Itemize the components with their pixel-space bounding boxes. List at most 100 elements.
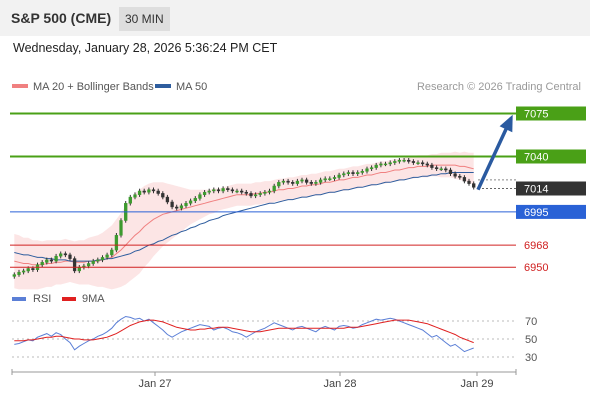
level-label: 6995 [524,207,548,219]
candle-body [165,196,170,203]
candle [54,253,58,264]
candle-body [17,271,21,275]
candle-body [105,254,109,258]
candle [472,181,476,190]
level-tag [516,204,586,219]
candle [374,162,378,170]
candle [230,187,235,194]
candle [295,178,300,186]
candle-body [416,162,420,164]
candle [272,183,276,194]
candle-body [68,254,72,259]
candle-body [161,193,165,198]
candle [72,256,77,274]
candle-body [156,190,160,194]
x-tick-label: Jan 29 [460,378,493,390]
x-axis: Jan 27 Jan 28 Jan 29 [11,369,517,390]
level-6950: 6950 [10,262,548,274]
candle-body [360,171,364,173]
level-7040: 7040 [10,149,586,164]
candle [434,165,439,171]
candle [346,170,351,176]
candle-body [346,172,351,174]
level-tag [516,149,586,164]
candle-body [332,177,337,179]
candle [212,187,216,194]
candle-body [91,260,95,264]
candle-body [221,188,225,192]
candle [244,190,248,196]
header-bar [0,0,590,36]
candle-body [430,164,434,168]
candle [365,166,369,174]
candle [309,180,313,186]
candle [397,158,402,164]
candle-body [207,190,211,193]
candle [133,192,137,200]
candle [332,175,337,181]
candle-body [202,191,207,195]
level-7014: 7014 [478,179,586,196]
candle [68,252,72,261]
candle [388,160,392,167]
candle-body [175,206,179,209]
candle [263,190,267,196]
candle [249,191,253,199]
candle-body [267,190,272,193]
candle [453,171,457,179]
candle [277,180,281,189]
candle-body [86,263,91,267]
candle-body [318,179,323,183]
candle-body [77,266,81,272]
candle [119,218,123,238]
rsi-tick-label: 30 [525,352,537,364]
candle-body [402,159,406,162]
candle-body [188,200,193,204]
credit-label: Research © 2026 Trading Central [417,81,581,93]
candle-body [230,189,235,192]
candle-body [277,182,281,187]
candle-body [128,196,132,204]
candle-body [263,191,267,194]
price-panel [12,151,476,290]
candle-body [226,188,230,190]
candle [59,251,63,259]
candle [226,186,230,192]
ma9-legend-label: 9MA [82,293,105,305]
candle [12,272,16,279]
candle-body [253,194,258,197]
timeframe-selector[interactable]: 30 MIN [119,7,170,31]
x-tick-label: Jan 28 [323,378,356,390]
candle [165,194,170,205]
candle [328,176,332,181]
candle-body [184,203,188,207]
candle-body [31,268,35,270]
candle [462,175,467,184]
candle-body [425,163,429,166]
candle [444,166,448,173]
ma20-legend-label: MA 20 + Bollinger Bands [33,81,154,93]
rsi-legend-swatch [12,297,26,301]
candle [314,180,318,186]
candle [430,162,434,170]
candle-body [119,220,123,236]
candle-body [133,194,137,198]
candle [416,160,420,165]
candle [128,194,132,206]
candle-body [59,253,63,257]
candle-body [304,179,309,183]
rsi-line [14,315,474,353]
rsi-tick-label: 70 [525,316,537,328]
candle-body [309,182,313,184]
candle [161,191,165,200]
current-price-tag [516,181,586,196]
candle-body [300,179,304,182]
candle [17,269,21,277]
candle-body [198,194,202,199]
candle [402,158,406,163]
level-label: 7075 [524,109,548,121]
ma20-legend-swatch [12,84,28,88]
candle [369,165,374,171]
candle-body [151,189,156,192]
